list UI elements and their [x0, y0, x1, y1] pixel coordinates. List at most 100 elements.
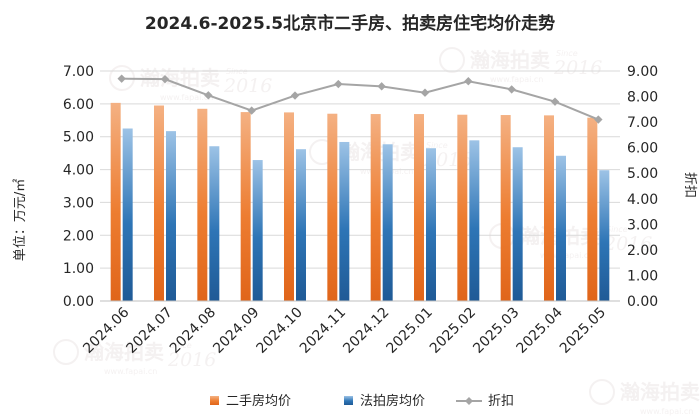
watermark-url: www.fapai.cn: [490, 75, 543, 84]
y-left-tick-label: 5.00: [63, 130, 94, 146]
y-left-tick-label: 7.00: [63, 64, 94, 80]
watermark-year: 2016: [167, 349, 216, 371]
watermark-logo-icon: [439, 47, 465, 73]
chart-title: 2024.6-2025.5北京市二手房、拍卖房住宅均价走势: [145, 13, 555, 34]
legend: 二手房均价 法拍房均价 折扣: [210, 393, 514, 409]
legend-label: 法拍房均价: [360, 393, 425, 409]
bar-auction-price: [469, 140, 480, 301]
y-left-tick-label: 0.00: [63, 294, 94, 310]
discount-point: [334, 79, 343, 89]
y-axis-left: 0.00 1.00 2.00 3.00 4.00 5.00 6.00 7.00: [63, 64, 94, 310]
watermark-brand: 瀚海拍卖: [84, 340, 164, 364]
x-tick-label: 2025.03: [470, 305, 522, 357]
bar-secondhand-price: [284, 112, 294, 302]
x-tick-label: 2025.04: [514, 304, 566, 356]
y-right-tick-label: 2.00: [627, 243, 658, 259]
y-left-tick-label: 3.00: [63, 195, 94, 211]
bar-secondhand-price: [587, 117, 598, 302]
x-tick-label: 2024.10: [254, 305, 306, 357]
y-left-tick-label: 1.00: [63, 261, 94, 277]
bar-auction-price: [209, 146, 220, 301]
discount-point: [377, 82, 386, 91]
watermark-url: www.fapai.cn: [104, 367, 157, 376]
watermark-since: Since: [606, 225, 628, 234]
discount-point: [117, 74, 126, 83]
bar-secondhand-price: [370, 114, 381, 302]
bar-auction-price: [296, 149, 306, 301]
watermark-brand: 瀚海拍卖: [620, 380, 700, 404]
legend-label: 二手房均价: [226, 393, 291, 409]
bar-auction-price: [339, 141, 350, 301]
bar-secondhand-price: [197, 108, 208, 302]
discount-line: [121, 77, 599, 121]
bar-secondhand-price: [154, 105, 164, 301]
y-left-tick-label: 2.00: [63, 228, 94, 244]
x-tick-label: 2024.11: [297, 305, 349, 357]
watermark-since: Since: [426, 141, 448, 150]
bar-auction-price: [122, 128, 133, 301]
bar-auction-price: [166, 131, 176, 301]
bar-marks: [110, 102, 610, 302]
legend-marker: [465, 397, 473, 405]
bar-secondhand-price: [110, 102, 121, 301]
discount-point: [420, 88, 430, 97]
bar-secondhand-price: [240, 112, 251, 301]
x-tick-label: 2025.02: [427, 305, 479, 357]
y-right-tick-label: 3.00: [627, 217, 658, 233]
watermark-brand: 瀚海拍卖: [470, 48, 550, 72]
watermark-logo-icon: [589, 379, 615, 405]
discount-point: [160, 74, 170, 84]
y-right-tick-label: 5.00: [627, 166, 658, 182]
discount-point: [290, 91, 300, 100]
y-right-tick-label: 4.00: [627, 192, 658, 208]
x-tick-label: 2025.05: [557, 305, 609, 357]
bar-auction-price: [382, 144, 393, 301]
bar-secondhand-price: [327, 113, 338, 301]
watermark-since: Since: [556, 49, 578, 58]
bar-secondhand-price: [500, 115, 511, 302]
bar-auction-price: [252, 160, 263, 301]
bar-auction-price: [512, 147, 523, 301]
y-left-tick-label: 4.00: [63, 163, 94, 179]
discount-point: [464, 77, 473, 86]
grid-lines: [100, 70, 620, 302]
legend-swatch: [210, 396, 219, 405]
bar-auction-price: [556, 155, 566, 301]
discount-point: [594, 115, 603, 124]
bar-secondhand-price: [414, 114, 424, 302]
watermark-logo-icon: [53, 339, 79, 365]
discount-point: [204, 91, 213, 100]
discount-point: [507, 85, 516, 94]
y-axis-left-label: 单位：万元/㎡: [13, 179, 28, 261]
watermark-year: 2016: [223, 75, 272, 97]
discount-line-layer: [117, 74, 603, 124]
discount-point: [550, 97, 560, 106]
watermark-since: Since: [170, 341, 192, 350]
y-right-tick-label: 9.00: [627, 64, 658, 80]
y-axis-right-label: 折扣: [682, 172, 697, 198]
watermark-url: www.fapai.cn: [640, 407, 693, 416]
y-right-tick-label: 7.00: [627, 115, 658, 131]
x-tick-label: 2025.01: [384, 305, 436, 357]
watermark-url: www.fapai.cn: [160, 93, 213, 102]
y-right-tick-label: 6.00: [627, 141, 658, 157]
watermark-year: 2016: [553, 57, 602, 79]
y-right-tick-label: 0.00: [627, 294, 658, 310]
bar-auction-price: [599, 170, 610, 301]
watermark-brand: 瀚海拍卖: [140, 66, 220, 90]
bar-auction-price: [426, 148, 436, 301]
legend-swatch: [344, 396, 353, 405]
bar-secondhand-price: [544, 115, 554, 301]
discount-point: [247, 106, 256, 115]
legend-label: 折扣: [488, 394, 514, 409]
x-tick-label: 2024.09: [210, 305, 262, 357]
y-right-tick-label: 1.00: [627, 268, 658, 284]
y-right-tick-label: 8.00: [627, 90, 658, 106]
y-axis-right: 0.00 1.00 2.00 3.00 4.00 5.00 6.00 7.00 8.00 9.00: [627, 64, 658, 310]
watermark-year: 2016: [603, 233, 652, 255]
x-tick-label: 2024.12: [340, 305, 392, 357]
